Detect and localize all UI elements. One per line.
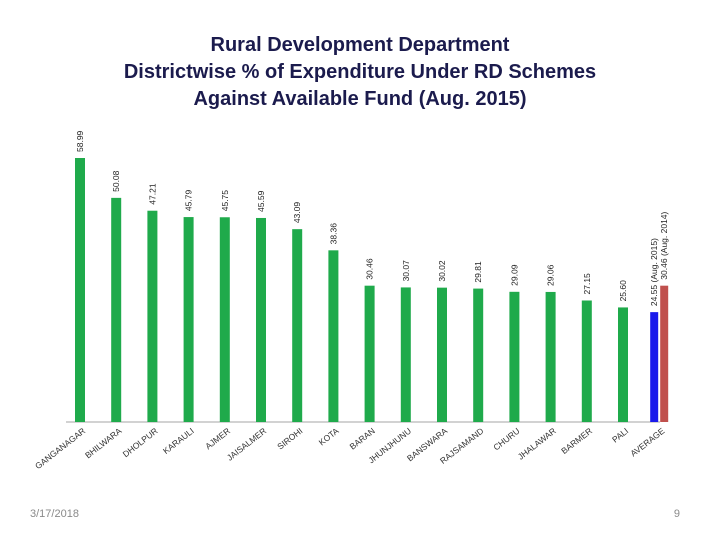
data-label-churu: 29.09	[509, 264, 519, 286]
chart-title: Rural Development Department Districtwis…	[60, 32, 660, 113]
category-label-baran: BARAN	[348, 426, 377, 452]
bar-kota	[328, 250, 339, 422]
chart-title-line-1: Rural Development Department	[210, 34, 510, 56]
data-label-dholpur: 47.21	[147, 183, 157, 205]
data-label-kota: 38.36	[328, 223, 338, 245]
data-label-rajsamand: 29.81	[473, 261, 483, 283]
bar-churu	[509, 291, 520, 422]
category-label-ajmer: AJMER	[203, 426, 232, 452]
bar-sirohi	[292, 229, 303, 422]
chart-title-line-3: Against Available Fund (Aug. 2015)	[193, 88, 527, 110]
bar-average-2	[660, 285, 669, 422]
data-label-karauli: 45.79	[184, 190, 194, 212]
data-label-jaisalmer: 45.59	[256, 190, 266, 212]
data-label-ganganagar: 58.99	[75, 130, 85, 152]
footer-date: 3/17/2018	[30, 508, 79, 520]
data-label-average-1: 24.55 (Aug. 2015)	[649, 238, 659, 306]
data-label-bhilwara: 50.08	[111, 170, 121, 192]
category-label-karauli: KARAULI	[161, 426, 196, 456]
bar-karauli	[183, 217, 194, 422]
category-label-ganganagar: GANGANAGAR	[33, 426, 87, 471]
chart-title-line-2: Districtwise % of Expenditure Under RD S…	[123, 61, 597, 83]
bar-barmer	[581, 300, 592, 422]
data-label-pali: 25.60	[618, 280, 628, 302]
category-label-barmer: BARMER	[559, 426, 594, 456]
footer-page-number: 9	[673, 508, 680, 520]
bar-ajmer	[219, 217, 230, 422]
category-label-jhalawar: JHALAWAR	[516, 426, 558, 462]
bar-jhalawar	[545, 291, 556, 422]
category-label-pali: PALI	[610, 426, 630, 445]
bar-banswara	[437, 287, 447, 422]
bar-bhilwara	[111, 197, 122, 422]
data-label-banswara: 30.02	[437, 260, 447, 282]
bar-baran	[364, 285, 375, 422]
category-label-dholpur: DHOLPUR	[121, 426, 160, 459]
data-label-baran: 30.46	[365, 258, 375, 280]
bar-jaisalmer	[256, 217, 266, 422]
bar-jhunjhunu	[400, 287, 411, 422]
category-label-average: AVERAGE	[628, 425, 666, 458]
category-label-jaisalmer: JAISALMER	[225, 426, 268, 463]
bar-dholpur	[147, 210, 158, 422]
bar-ganganagar	[75, 158, 85, 422]
data-label-barmer: 27.15	[582, 273, 592, 295]
data-label-sirohi: 43.09	[292, 202, 302, 224]
category-label-sirohi: SIROHI	[275, 426, 304, 452]
data-label-jhalawar: 29.06	[546, 264, 556, 286]
data-label-ajmer: 45.75	[220, 190, 230, 212]
data-label-average-2: 30.46 (Aug. 2014)	[659, 211, 669, 279]
data-label-jhunjhunu: 30.07	[401, 260, 411, 282]
bar-rajsamand	[473, 288, 484, 422]
bar-pali	[618, 307, 628, 422]
bar-average-1	[650, 312, 659, 422]
category-label-churu: CHURU	[491, 426, 521, 453]
category-label-kota: KOTA	[317, 425, 341, 447]
category-label-bhilwara: BHILWARA	[83, 425, 124, 460]
